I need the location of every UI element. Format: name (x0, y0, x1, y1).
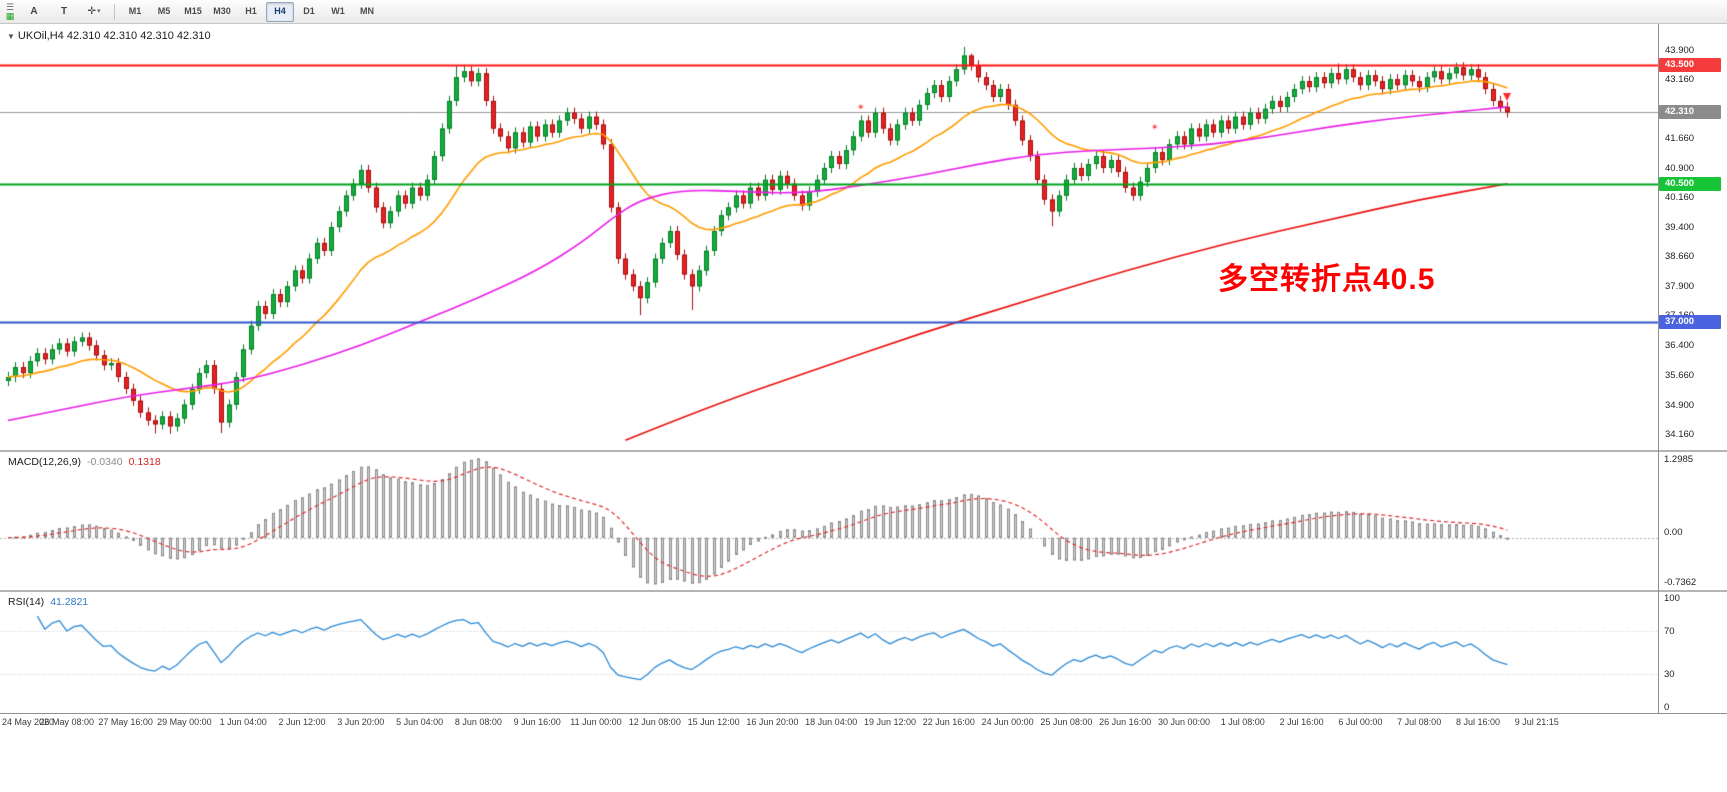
price-axis-label: 41.660 (1665, 132, 1695, 144)
price-axis-label: 40.160 (1665, 192, 1695, 204)
time-axis-label: 29 May 00:00 (157, 717, 212, 727)
time-axis-label: 6 Jul 00:00 (1338, 717, 1383, 727)
macd-panel-canvas[interactable] (0, 452, 1658, 590)
timeframe-button-m15[interactable]: M15 (184, 6, 202, 16)
time-axis-label: 25 Jun 08:00 (1040, 717, 1093, 727)
panel-separator[interactable] (0, 590, 1727, 592)
caret-down-icon: ▾ (96, 8, 101, 15)
price-axis-label: 34.900 (1665, 399, 1695, 411)
time-axis-label: 18 Jun 04:00 (805, 717, 858, 727)
price-axis[interactable]: 43.90043.16042.40041.66040.90040.16039.4… (1658, 24, 1727, 714)
time-axis-label: 24 May 2020 (2, 717, 55, 727)
rsi-indicator-label: RSI(14) 41.2821 (8, 596, 88, 608)
time-axis-label: 26 Jun 16:00 (1099, 717, 1152, 727)
toolbar-separator (114, 3, 115, 20)
macd-signal-value: 0.1318 (128, 456, 161, 468)
macd-value: -0.0340 (86, 456, 123, 468)
chart-symbol-ohlc: ▼ UKOil,H4 42.310 42.310 42.310 42.310 (7, 30, 211, 42)
time-axis-label: 8 Jun 08:00 (454, 717, 502, 727)
timeframe-button-d1[interactable]: D1 (303, 6, 315, 16)
time-axis-label: 24 Jun 00:00 (981, 717, 1034, 727)
rsi-axis-label: 100 (1664, 593, 1680, 604)
price-axis-label: 38.660 (1665, 251, 1695, 263)
toolbar: ☰ ▦ A T ✛ ▾ M1 M5 M15 M30 H1 H4 D1 W1 MN (0, 0, 1727, 24)
time-axis-label: 3 Jun 20:00 (337, 717, 385, 727)
price-axis-separator (1658, 24, 1659, 714)
axis-separator (0, 713, 1727, 714)
time-axis-label: 1 Jul 08:00 (1220, 717, 1265, 727)
macd-indicator-label: MACD(12,26,9) -0.0340 0.1318 (8, 456, 161, 468)
collapse-icon[interactable]: ▼ (7, 32, 15, 41)
price-level-badge: 40.500 (1659, 176, 1721, 191)
time-axis-label: 1 Jun 04:00 (219, 717, 267, 727)
rsi-value: 41.2821 (50, 596, 89, 608)
time-axis-label: 11 Jun 00:00 (570, 717, 622, 727)
timeframe-button-m5[interactable]: M5 (157, 6, 171, 16)
price-axis-label: 36.400 (1665, 340, 1695, 352)
time-axis-label: 22 Jun 16:00 (922, 717, 975, 727)
candlestick-chart-canvas[interactable] (0, 24, 1658, 450)
price-axis-label: 40.900 (1665, 162, 1695, 174)
chart-annotation-text: 多空转折点40.5 (1218, 263, 1436, 296)
toolbar-left-icons: ☰ ▦ (2, 1, 18, 21)
rsi-axis-label: 70 (1664, 625, 1675, 637)
time-axis-label: 30 Jun 00:00 (1157, 717, 1211, 727)
time-axis-label: 8 Jul 16:00 (1455, 717, 1501, 727)
rsi-name: RSI(14) (8, 596, 45, 608)
time-axis[interactable]: 24 May 2020 26 May 08:00 27 May 16:00 29 Ma… (0, 714, 1727, 734)
rsi-panel-canvas[interactable] (0, 592, 1658, 713)
time-axis-label: 15 Jun 12:00 (687, 717, 740, 727)
time-axis-label: 9 Jun 16:00 (513, 717, 561, 727)
time-axis-label: 16 Jun 20:00 (746, 717, 799, 727)
time-axis-label: 12 Jun 08:00 (628, 717, 681, 727)
price-level-badge: 43.500 (1659, 58, 1721, 73)
price-axis-label: 34.160 (1665, 428, 1695, 440)
price-axis-label: 39.400 (1665, 222, 1695, 234)
timeframe-button-w1[interactable]: W1 (331, 6, 345, 16)
crosshair-tool-button[interactable]: ✛ ▾ (80, 2, 108, 22)
text-tool-button[interactable]: A (30, 5, 38, 17)
price-level-badge: 42.310 (1659, 105, 1721, 120)
trendline-tool-button[interactable]: T (60, 5, 68, 17)
time-axis-label: 2 Jul 16:00 (1279, 717, 1324, 727)
rsi-axis-label: 30 (1664, 669, 1675, 681)
time-axis-label: 19 Jun 12:00 (863, 717, 917, 727)
time-axis-label: 9 Jul 21:15 (1514, 717, 1559, 727)
price-axis-label: 37.900 (1665, 281, 1695, 293)
time-axis-label: 27 May 16:00 (98, 717, 153, 727)
time-axis-label: 5 Jun 04:00 (396, 717, 444, 727)
price-axis-label: 35.660 (1665, 369, 1695, 381)
macd-axis-label: 1.2985 (1664, 454, 1694, 465)
price-axis-label: 43.900 (1665, 44, 1695, 56)
menu-icon[interactable]: ☰ (5, 1, 15, 12)
timeframe-button-m1[interactable]: M1 (128, 6, 142, 16)
time-axis-label: 2 Jun 12:00 (278, 717, 326, 727)
timeframe-button-h4[interactable]: H4 (266, 1, 294, 22)
timeframe-button-m30[interactable]: M30 (213, 6, 231, 16)
price-level-badge: 37.000 (1659, 314, 1721, 329)
macd-name: MACD(12,26,9) (8, 456, 81, 468)
price-axis-label: 43.160 (1665, 73, 1695, 85)
macd-axis-label: 0.00 (1664, 526, 1683, 538)
time-axis-label: 7 Jul 08:00 (1397, 717, 1442, 727)
symbol-ohlc-text: UKOil,H4 42.310 42.310 42.310 42.310 (17, 30, 211, 42)
panel-separator[interactable] (0, 450, 1727, 452)
rsi-axis-label: 0 (1664, 702, 1670, 713)
chart-doc-icon[interactable]: ▦ (5, 10, 15, 21)
timeframe-button-mn[interactable]: MN (360, 6, 374, 16)
macd-axis-label: -0.7362 (1664, 577, 1697, 588)
timeframe-group: M1 M5 M15 M30 H1 H4 D1 W1 MN (121, 1, 381, 22)
crosshair-icon: ✛ (87, 5, 96, 17)
timeframe-button-h1[interactable]: H1 (245, 6, 257, 16)
time-axis-label: 26 May 08:00 (39, 717, 95, 727)
